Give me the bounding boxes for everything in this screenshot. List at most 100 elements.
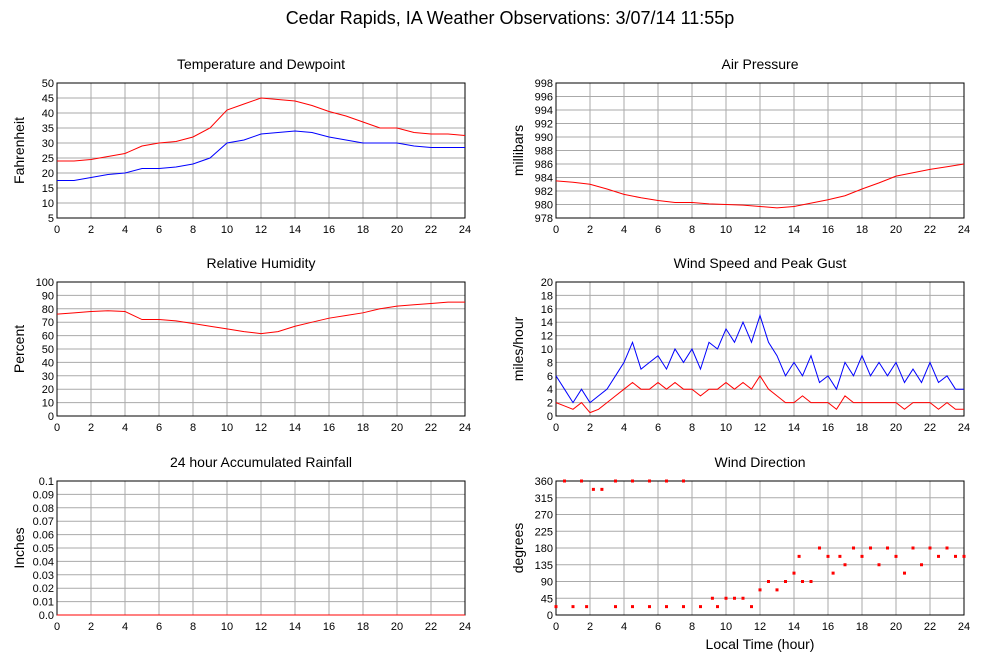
x-tick-label: 18 bbox=[856, 224, 868, 236]
panel: Wind Speed and Peak Gustmiles/hour024681… bbox=[510, 255, 970, 434]
plot-frame bbox=[555, 82, 965, 219]
point bbox=[571, 605, 575, 609]
x-tick-label: 6 bbox=[655, 621, 661, 633]
x-tick-label: 24 bbox=[459, 224, 471, 236]
y-tick-label: 0.03 bbox=[33, 570, 54, 582]
x-tick-label: 4 bbox=[122, 621, 128, 633]
y-tick-label: 978 bbox=[535, 213, 553, 225]
y-tick-label: 15 bbox=[42, 183, 54, 195]
x-tick-label: 8 bbox=[190, 422, 196, 434]
x-tick-label: 2 bbox=[88, 224, 94, 236]
y-tick-label: 40 bbox=[42, 108, 54, 120]
point bbox=[818, 546, 821, 550]
y-tick-label: 14 bbox=[541, 317, 553, 329]
y-tick-label: 225 bbox=[535, 526, 553, 538]
panel-title: Wind Speed and Peak Gust bbox=[674, 255, 847, 271]
y-tick-label: 0 bbox=[547, 411, 553, 423]
point bbox=[699, 605, 702, 609]
point bbox=[860, 554, 864, 558]
x-tick-label: 16 bbox=[822, 621, 834, 633]
x-tick-label: 14 bbox=[788, 224, 800, 236]
y-tick-label: 984 bbox=[535, 173, 553, 185]
x-tick-label: 2 bbox=[88, 422, 94, 434]
y-axis-label: miles/hour bbox=[510, 316, 526, 381]
point bbox=[554, 605, 558, 609]
x-tick-label: 6 bbox=[655, 422, 661, 434]
x-tick-label: 20 bbox=[890, 621, 902, 633]
x-tick-label: 2 bbox=[587, 621, 593, 633]
point bbox=[758, 588, 762, 592]
y-tick-label: 5 bbox=[48, 213, 54, 225]
x-tick-label: 10 bbox=[720, 224, 732, 236]
point bbox=[886, 546, 889, 550]
x-tick-label: 16 bbox=[323, 422, 335, 434]
x-tick-label: 2 bbox=[88, 621, 94, 633]
y-tick-label: 0.1 bbox=[39, 476, 54, 488]
y-tick-label: 980 bbox=[535, 200, 553, 212]
panel-title: 24 hour Accumulated Rainfall bbox=[170, 454, 352, 470]
plot-frame bbox=[555, 281, 965, 417]
line bbox=[57, 130, 465, 181]
x-tick-label: 20 bbox=[890, 224, 902, 236]
point bbox=[792, 571, 796, 575]
y-tick-label: 100 bbox=[36, 277, 54, 289]
point bbox=[877, 563, 881, 567]
y-tick-label: 135 bbox=[535, 560, 553, 572]
line bbox=[555, 163, 965, 209]
point bbox=[903, 571, 906, 575]
x-tick-label: 16 bbox=[323, 224, 335, 236]
x-tick-label: 10 bbox=[221, 621, 233, 633]
y-axis-label: millibars bbox=[510, 125, 526, 176]
x-tick-label: 6 bbox=[156, 224, 162, 236]
y-tick-label: 0.08 bbox=[33, 503, 54, 515]
y-tick-label: 10 bbox=[42, 398, 54, 410]
y-tick-label: 360 bbox=[535, 476, 553, 488]
x-tick-label: 4 bbox=[122, 224, 128, 236]
y-tick-label: 990 bbox=[535, 132, 553, 144]
y-tick-label: 50 bbox=[42, 344, 54, 356]
y-tick-label: 315 bbox=[535, 493, 553, 505]
x-tick-label: 24 bbox=[958, 224, 970, 236]
point bbox=[843, 563, 847, 567]
page-title: Cedar Rapids, IA Weather Observations: 3… bbox=[286, 8, 735, 28]
point bbox=[826, 554, 830, 558]
x-tick-label: 8 bbox=[190, 224, 196, 236]
y-axis-label: Percent bbox=[11, 325, 27, 373]
x-tick-label: 2 bbox=[587, 224, 593, 236]
x-tick-label: 8 bbox=[689, 224, 695, 236]
point bbox=[894, 554, 898, 558]
y-tick-label: 10 bbox=[541, 344, 553, 356]
y-tick-label: 90 bbox=[42, 290, 54, 302]
x-tick-label: 0 bbox=[553, 621, 559, 633]
y-tick-label: 25 bbox=[42, 153, 54, 165]
x-tick-label: 18 bbox=[856, 621, 868, 633]
y-axis-label: Inches bbox=[11, 527, 27, 568]
x-tick-label: 14 bbox=[788, 621, 800, 633]
x-tick-label: 4 bbox=[621, 621, 627, 633]
x-tick-label: 0 bbox=[54, 422, 60, 434]
y-tick-label: 982 bbox=[535, 186, 553, 198]
y-tick-label: 270 bbox=[535, 510, 553, 522]
x-tick-label: 6 bbox=[156, 422, 162, 434]
y-tick-label: 0.0 bbox=[39, 610, 54, 622]
y-tick-label: 10 bbox=[42, 198, 54, 210]
x-tick-label: 14 bbox=[289, 621, 301, 633]
point bbox=[801, 580, 804, 583]
x-tick-label: 22 bbox=[924, 422, 936, 434]
y-tick-label: 35 bbox=[42, 123, 54, 135]
x-tick-label: 4 bbox=[621, 422, 627, 434]
x-tick-label: 20 bbox=[391, 621, 403, 633]
x-tick-label: 20 bbox=[391, 422, 403, 434]
point bbox=[852, 546, 855, 550]
y-tick-label: 20 bbox=[541, 277, 553, 289]
plot-frame bbox=[555, 480, 965, 616]
y-tick-label: 0.02 bbox=[33, 583, 54, 595]
y-tick-label: 986 bbox=[535, 159, 553, 171]
y-tick-label: 996 bbox=[535, 92, 553, 104]
x-tick-label: 0 bbox=[553, 422, 559, 434]
y-axis-label: degrees bbox=[510, 523, 526, 574]
y-tick-label: 988 bbox=[535, 146, 553, 158]
point bbox=[614, 479, 617, 483]
line bbox=[555, 313, 964, 404]
